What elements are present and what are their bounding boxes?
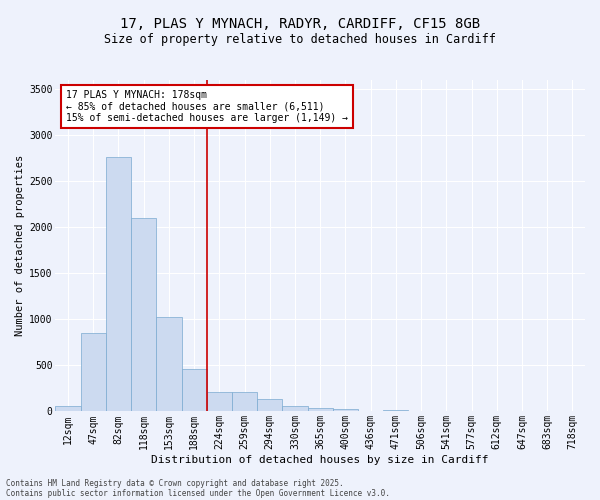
Text: Contains public sector information licensed under the Open Government Licence v3: Contains public sector information licen… — [6, 488, 390, 498]
Bar — [283, 406, 308, 412]
Text: Size of property relative to detached houses in Cardiff: Size of property relative to detached ho… — [104, 32, 496, 46]
Text: Contains HM Land Registry data © Crown copyright and database right 2025.: Contains HM Land Registry data © Crown c… — [6, 478, 344, 488]
Bar — [80, 333, 106, 411]
Bar — [333, 408, 358, 412]
Bar — [207, 392, 232, 411]
Bar — [232, 392, 257, 411]
Text: 17 PLAS Y MYNACH: 178sqm
← 85% of detached houses are smaller (6,511)
15% of sem: 17 PLAS Y MYNACH: 178sqm ← 85% of detach… — [66, 90, 348, 123]
Bar — [182, 369, 207, 412]
Bar — [383, 410, 409, 412]
Bar — [157, 316, 182, 412]
Bar — [257, 400, 283, 411]
X-axis label: Distribution of detached houses by size in Cardiff: Distribution of detached houses by size … — [151, 455, 489, 465]
Text: 17, PLAS Y MYNACH, RADYR, CARDIFF, CF15 8GB: 17, PLAS Y MYNACH, RADYR, CARDIFF, CF15 … — [120, 18, 480, 32]
Bar — [308, 408, 333, 412]
Bar — [131, 218, 157, 412]
Y-axis label: Number of detached properties: Number of detached properties — [15, 155, 25, 336]
Bar — [106, 158, 131, 412]
Bar — [55, 406, 80, 412]
